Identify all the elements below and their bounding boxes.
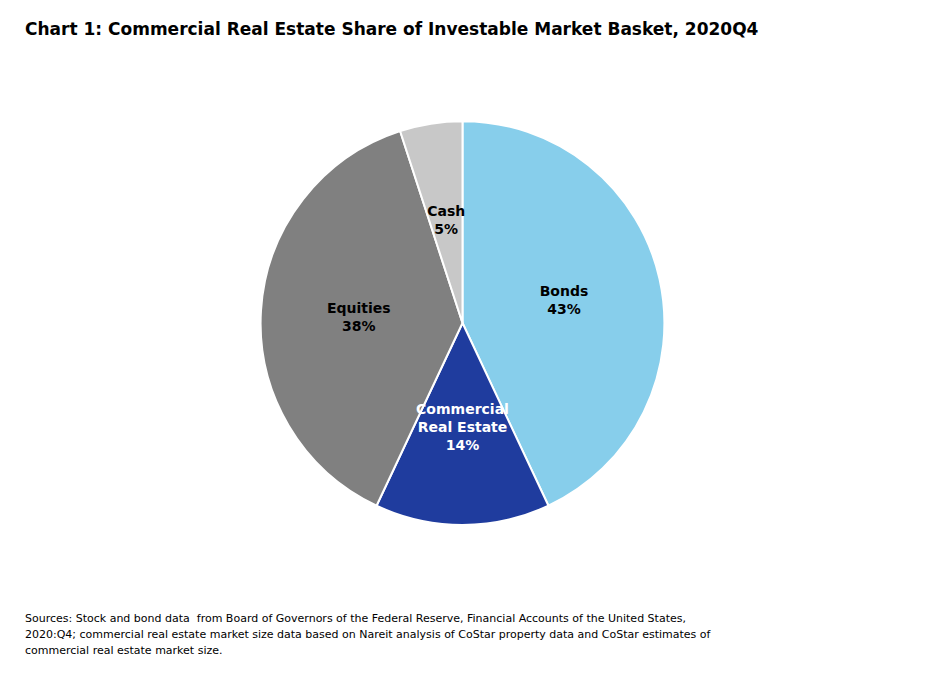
svg-text:38%: 38% [342, 318, 376, 334]
svg-text:Commercial: Commercial [416, 401, 509, 417]
svg-text:commercial real estate market: commercial real estate market size. [25, 644, 222, 657]
svg-text:14%: 14% [446, 437, 480, 453]
svg-text:43%: 43% [547, 301, 581, 317]
svg-text:Equities: Equities [327, 300, 391, 316]
svg-text:Chart 1: Commercial Real Estat: Chart 1: Commercial Real Estate Share of… [25, 19, 759, 39]
svg-text:Sources: Stock and bond data: Sources: Stock and bond data from Board … [25, 612, 686, 625]
svg-text:5%: 5% [434, 221, 458, 237]
svg-text:Cash: Cash [427, 203, 465, 219]
svg-text:Bonds: Bonds [540, 283, 589, 299]
svg-text:Real Estate: Real Estate [418, 419, 508, 435]
svg-text:2020:Q4; commercial real estat: 2020:Q4; commercial real estate market s… [25, 628, 712, 641]
